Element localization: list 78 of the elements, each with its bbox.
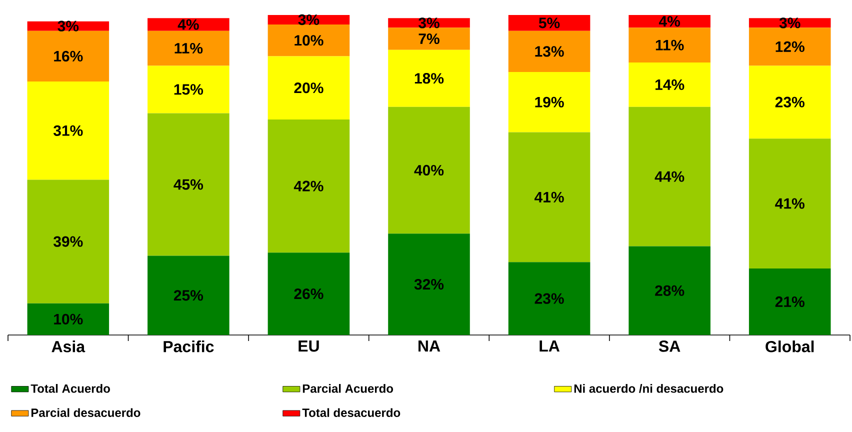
data-label: 10% <box>54 314 83 324</box>
x-tick-label: Global <box>766 340 814 352</box>
bar <box>628 246 710 335</box>
data-label: 11% <box>174 43 203 54</box>
data-label: 19% <box>535 96 564 108</box>
bar <box>508 30 590 72</box>
bar <box>27 30 110 82</box>
data-label: 23% <box>775 96 804 108</box>
bar <box>628 62 710 107</box>
data-label: 16% <box>54 50 83 62</box>
data-label: 14% <box>656 79 684 90</box>
bar <box>388 234 470 335</box>
data-label: 26% <box>294 288 324 300</box>
legend-label: Parcial Acuerdo <box>302 384 394 393</box>
data-label: 41% <box>534 192 564 202</box>
legend-label: Parcial desacuerdo <box>31 408 140 417</box>
x-tick-label: Asia <box>52 340 86 352</box>
x-tick-label: Pacific <box>164 340 214 352</box>
data-label: 3% <box>418 18 440 28</box>
data-label: 21% <box>775 296 804 308</box>
data-label: 45% <box>174 179 204 190</box>
data-label: 25% <box>174 290 204 301</box>
data-label: 32% <box>414 278 444 290</box>
data-label: 10% <box>294 35 324 46</box>
bar <box>748 268 831 335</box>
bar <box>268 120 350 253</box>
x-tick-label: LA <box>540 340 560 352</box>
data-label: 31% <box>53 125 83 136</box>
bar <box>508 262 590 335</box>
data-label: 3% <box>58 20 79 32</box>
bar <box>388 50 470 107</box>
data-label: 7% <box>418 33 440 44</box>
data-label: 44% <box>654 171 684 182</box>
legend-label: Ni acuerdo /ni desacuerdo <box>574 384 724 393</box>
bar <box>148 66 230 114</box>
data-label: 23% <box>534 293 564 304</box>
data-label: 4% <box>178 19 199 30</box>
bar <box>628 106 710 246</box>
bar <box>268 252 350 335</box>
data-label: 3% <box>298 14 320 26</box>
bar <box>748 138 831 268</box>
data-label: 18% <box>414 73 444 84</box>
bar <box>628 28 710 63</box>
bar <box>268 56 350 120</box>
data-label: 42% <box>294 180 324 192</box>
bar <box>148 18 230 31</box>
bar <box>628 15 710 28</box>
data-label: 3% <box>779 18 800 28</box>
data-label: 15% <box>174 84 204 95</box>
data-label: 39% <box>53 236 83 247</box>
x-tick-label: SA <box>658 340 680 352</box>
bar <box>27 180 110 304</box>
bar <box>27 303 110 335</box>
data-label: 20% <box>294 82 324 94</box>
bar <box>748 28 831 66</box>
legend-label: Total desacuerdo <box>302 408 400 417</box>
bar <box>148 30 230 66</box>
bar <box>748 66 831 139</box>
data-label: 13% <box>535 46 564 57</box>
data-label: 40% <box>414 164 444 176</box>
bar <box>508 15 590 31</box>
bar <box>268 24 350 56</box>
x-tick-label: EU <box>298 340 319 352</box>
legend-label: Total Acuerdo <box>30 384 110 393</box>
data-label: 11% <box>656 40 684 50</box>
bar <box>508 72 590 132</box>
data-label: 28% <box>655 285 684 296</box>
data-label: 5% <box>538 18 560 28</box>
data-label: 12% <box>776 41 804 52</box>
bar <box>388 106 470 234</box>
bar <box>148 256 230 335</box>
bar <box>388 28 470 50</box>
data-label: 41% <box>775 198 804 209</box>
bar <box>27 82 110 180</box>
bar <box>508 132 590 262</box>
bar <box>148 113 230 256</box>
data-label: 4% <box>658 16 680 27</box>
x-tick-label: NA <box>418 340 440 352</box>
